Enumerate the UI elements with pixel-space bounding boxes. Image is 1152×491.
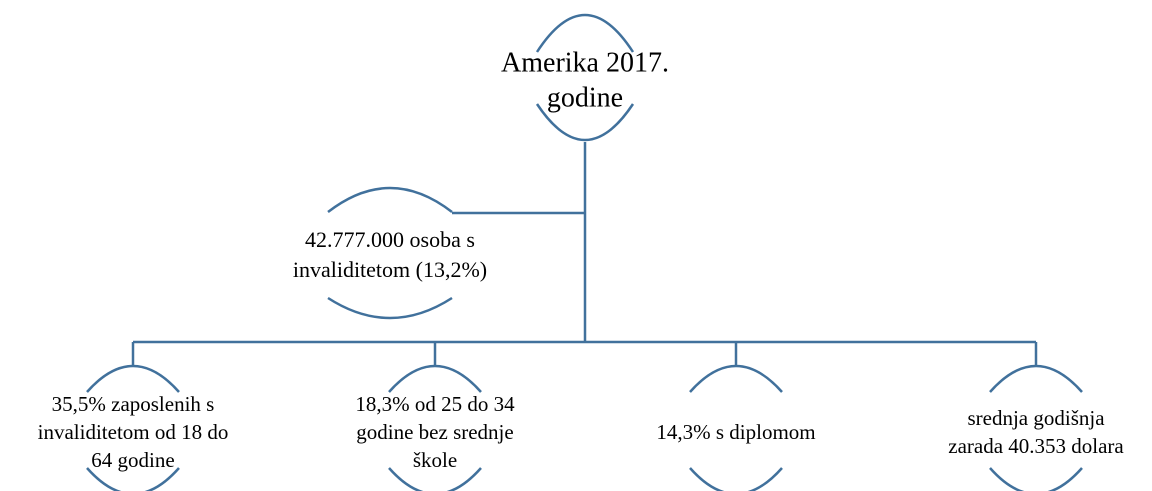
node-label: zarada 40.353 dolara xyxy=(948,434,1124,458)
node-bottom-arc xyxy=(535,103,635,142)
node-label: 18,3% od 25 do 34 xyxy=(355,392,515,416)
node-label: 35,5% zaposlenih s xyxy=(52,392,215,416)
node-bottom-arc xyxy=(388,467,482,491)
node-label: škole xyxy=(413,448,457,472)
node-label: 42.777.000 osoba s xyxy=(305,227,475,252)
node-label: invaliditetom od 18 do xyxy=(38,420,229,444)
node-label: godine xyxy=(547,82,623,113)
node-label: 64 godine xyxy=(91,448,174,472)
node-bottom-arc xyxy=(689,467,783,491)
node-label: Amerika 2017. xyxy=(501,47,669,78)
node-label: srednja godišnja xyxy=(967,406,1105,430)
node-top-arc xyxy=(989,364,1083,393)
node-top-arc xyxy=(689,364,783,393)
node-top-arc xyxy=(535,13,635,53)
node-bottom-arc xyxy=(86,467,180,491)
node-label: invaliditetom (13,2%) xyxy=(293,257,487,282)
node-top-arc xyxy=(388,364,482,393)
node-bottom-arc xyxy=(327,296,453,320)
node-label: 14,3% s diplomom xyxy=(656,420,815,444)
node-top-arc xyxy=(327,186,453,213)
node-label: godine bez srednje xyxy=(356,420,513,444)
node-top-arc xyxy=(86,364,180,393)
node-bottom-arc xyxy=(989,467,1083,491)
connectors xyxy=(131,142,1038,366)
